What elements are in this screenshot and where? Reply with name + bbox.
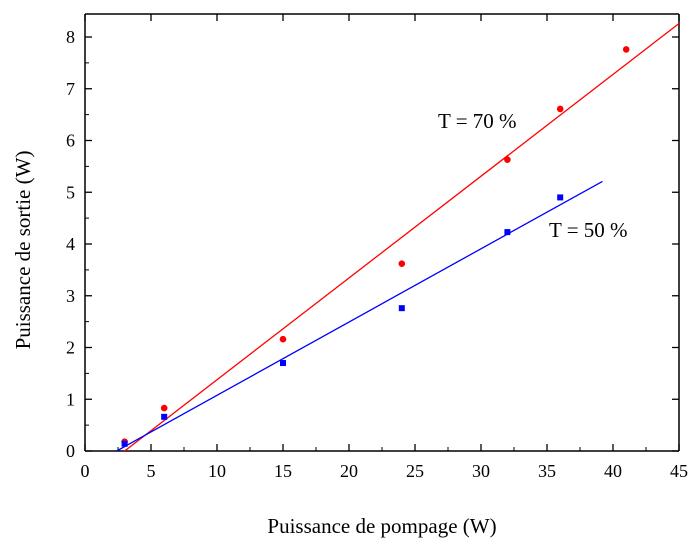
data-point	[556, 105, 564, 113]
x-tick-label: 25	[406, 461, 424, 481]
y-tick-label: 8	[66, 27, 75, 47]
y-tick-label: 4	[66, 234, 75, 254]
x-tick-label: 10	[208, 461, 226, 481]
y-tick-label: 7	[66, 79, 75, 99]
data-point	[121, 440, 128, 447]
data-point	[557, 194, 564, 201]
x-axis-title: Puissance de pompage (W)	[267, 514, 496, 538]
data-point	[398, 260, 406, 267]
fit-line	[116, 180, 603, 452]
data-points	[121, 46, 630, 447]
series-label: T = 70 %	[438, 109, 517, 133]
y-tick-label: 0	[66, 441, 75, 461]
series-annotations: T = 70 % T = 50 %	[438, 109, 628, 242]
y-axis-ticks: 0 1 2 3 4 5 6 7 8	[66, 27, 679, 461]
y-tick-label: 2	[66, 338, 75, 358]
y-tick-label: 1	[66, 389, 75, 409]
x-axis-ticks: 0 5 10 15 20 25 30 35 40 45	[81, 14, 688, 481]
data-point	[280, 360, 286, 367]
data-point	[504, 156, 511, 163]
x-tick-label: 20	[340, 461, 358, 481]
data-point	[279, 335, 287, 343]
fit-lines	[116, 23, 680, 452]
fit-line	[124, 23, 680, 452]
x-tick-label: 15	[274, 461, 292, 481]
x-tick-label: 0	[81, 461, 90, 481]
x-tick-label: 35	[538, 461, 556, 481]
series-label: T = 50 %	[549, 218, 628, 242]
y-tick-label: 6	[66, 131, 75, 151]
x-tick-label: 45	[670, 461, 688, 481]
y-tick-label: 3	[66, 286, 75, 306]
x-tick-label: 5	[147, 461, 156, 481]
data-point	[161, 413, 168, 420]
data-point	[622, 46, 630, 53]
y-tick-label: 5	[66, 182, 75, 202]
x-tick-label: 30	[472, 461, 490, 481]
data-point	[398, 305, 405, 312]
x-tick-label: 40	[604, 461, 622, 481]
data-point	[160, 404, 168, 412]
y-axis-title: Puissance de sortie (W)	[11, 151, 35, 350]
data-point	[504, 229, 511, 236]
